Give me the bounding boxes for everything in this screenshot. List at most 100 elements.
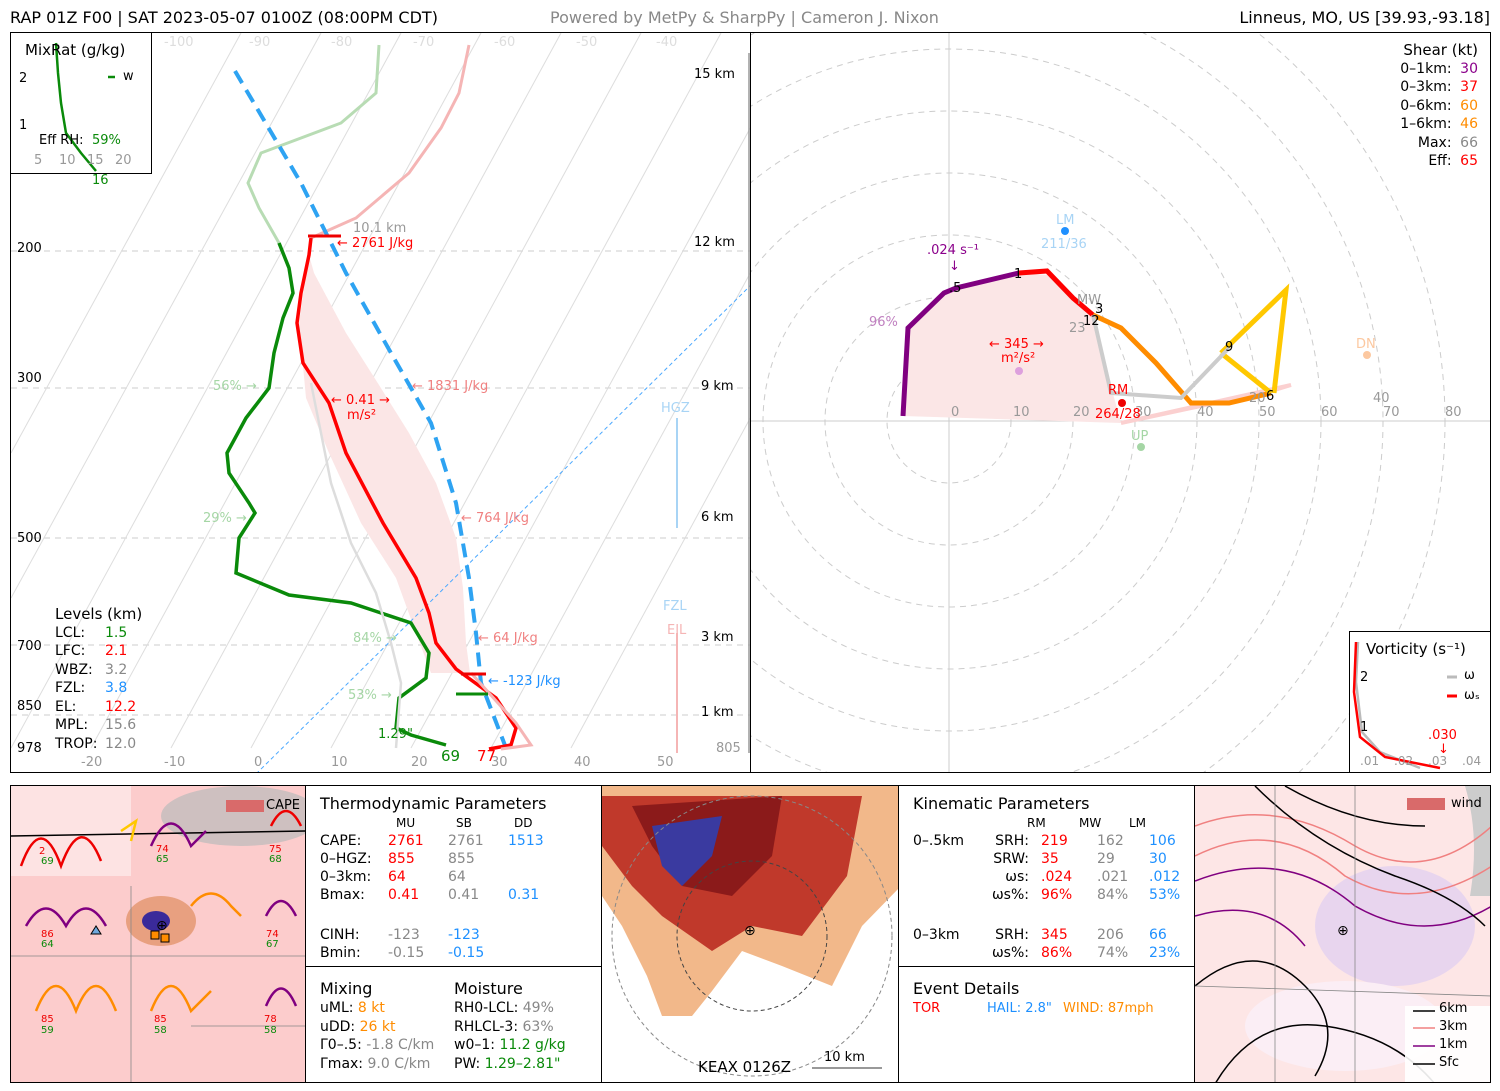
mixing-label: uDD: [320, 1018, 356, 1035]
mixing-line [257, 284, 751, 772]
thermo-sb: 0.41 [448, 887, 480, 903]
thermo-dd [508, 868, 550, 886]
hodo-xtick: 0 [951, 405, 960, 420]
cin-label: ← -123 J/kg [488, 674, 561, 689]
top-tick: -80 [331, 35, 353, 50]
hodograph-panel: 0 10 20 30 40 50 60 70 80 20 40 LM 211/3… [750, 32, 1491, 773]
kin-mw: 74% [1097, 945, 1129, 961]
level-name: TROP: [55, 735, 98, 752]
p-tick: 850 [17, 699, 42, 714]
mixrat-ytick: 1 [19, 118, 28, 133]
vort-ytick: 2 [1360, 670, 1369, 685]
height-mark: 12 [1083, 314, 1100, 329]
cape-map-panel: CAPE ⊕ 2 69 74 65 75 68 86 64 74 67 85 5… [10, 785, 306, 1083]
thermo-row-label: 0–3km: [320, 869, 372, 885]
level-name: EL: [55, 698, 77, 715]
vorticity-legend: ω [1464, 668, 1475, 683]
level-value: 1.5 [105, 624, 128, 641]
kin-label: ωs%: [991, 945, 1029, 961]
rh-300-label: 56% → [213, 379, 257, 394]
kin-rm: .024 [1041, 869, 1073, 885]
kin-mw: 29 [1097, 851, 1115, 867]
thermo-col-mu: MU [396, 816, 416, 830]
fzl-label: FZL [663, 599, 687, 614]
skewt-plot [11, 33, 751, 772]
vorticity-legend: ωₛ [1464, 688, 1480, 703]
wind-legend: wind [1451, 796, 1482, 811]
rh-850-label: 53% → [348, 688, 392, 703]
sfc-td-label: 69 [441, 747, 461, 765]
vort-ytick: 1 [1360, 720, 1369, 735]
vort-xtick: .02 [1394, 754, 1414, 768]
pw-label: 1.29" [378, 727, 413, 742]
thermo-dd: 0.31 [508, 887, 540, 903]
hodo-9-12km [1219, 283, 1290, 394]
radar-site-icon: ⊕ [744, 923, 756, 939]
temperature-upper [310, 44, 471, 240]
skewt-panel: 200 300 500 700 850 978 -20 -10 0 10 20 … [10, 32, 752, 773]
kin-rm: 219 [1041, 833, 1068, 849]
barb-temp: 2 [39, 846, 46, 857]
p-tick: 700 [17, 639, 42, 654]
thermo-table: CAPE: 2761 2761 1513 0–HGZ: 855 855 0–3km: 64 6… [320, 832, 550, 962]
shear-name: Eff: [1428, 153, 1452, 169]
wetbulb-trace [309, 382, 403, 749]
mixrat-xtick: 15 [87, 153, 104, 168]
mw-label: MW [1077, 293, 1102, 308]
mixrat-trace [54, 42, 97, 172]
top-tick: -70 [413, 35, 435, 50]
kin-label: SRW: [993, 851, 1029, 867]
event-tor: TOR [913, 1001, 941, 1016]
vort-arrow: ↓ [1438, 742, 1449, 757]
wind-line-label: 1km [1439, 1037, 1468, 1052]
mixrat-xtick: 5 [34, 153, 43, 168]
hodo-xtick: 10 [1013, 405, 1030, 420]
moisture-value: 11.2 g/kg [499, 1037, 566, 1053]
kin-group: 0–.5km [913, 833, 965, 849]
t-tick: 10 [331, 755, 348, 770]
hodo-1-3km [1018, 268, 1095, 317]
shear-name: Max: [1417, 134, 1452, 151]
p-tick: 500 [17, 531, 42, 546]
height-label: 3 km [701, 630, 734, 645]
location-marker-icon: ⊕ [156, 918, 168, 934]
parcel-trace [233, 69, 508, 749]
radar-label: KEAX 0126Z [698, 1058, 792, 1076]
barb-temp: 74 [156, 844, 169, 855]
mixing-list: uML: 8 kt uDD: 26 kt Γ0–.5: -1.8 C/km Γm… [320, 999, 434, 1073]
moisture-list: RH0-LCL: 49% RHLCL-3: 63% w0–1: 11.2 g/k… [454, 999, 566, 1073]
thermo-col-dd: DD [514, 816, 533, 830]
cape-top-label: ← 2761 J/kg [337, 236, 414, 251]
radar-scale: 10 km [824, 1050, 865, 1065]
mixrat-ytick: 2 [19, 71, 28, 86]
vort-xtick: .01 [1360, 754, 1380, 768]
event-wind: WIND: 87mph [1063, 1001, 1154, 1016]
top-tick: -60 [494, 35, 516, 50]
event-hail: HAIL: 2.8" [987, 1001, 1052, 1016]
srh-point [1015, 367, 1023, 375]
kin-rm: 345 [1041, 927, 1068, 943]
kin-col-mw: MW [1079, 816, 1102, 830]
level-value: 12.0 [105, 735, 137, 752]
thermo-panel: Thermodynamic Parameters MU SB DD CAPE: 2… [305, 785, 603, 968]
barb-temp: 75 [269, 844, 282, 855]
thermo-sb: -0.15 [448, 945, 485, 961]
wind-map-panel: ⊕ wind 6km 3km 1km Sfc [1194, 785, 1491, 1083]
kin-col-rm: RM [1027, 816, 1046, 830]
mixing-value: 8 kt [357, 1000, 385, 1016]
top-tick: -40 [656, 35, 678, 50]
moisture-label: w0–1: [454, 1037, 495, 1053]
thermo-sb: 2761 [448, 833, 484, 849]
radar-panel: ⊕ KEAX 0126Z 10 km [601, 785, 900, 1083]
event-title: Event Details [913, 979, 1020, 998]
mixing-value: 9.0 C/km [367, 1055, 431, 1072]
kin-rm: 35 [1041, 851, 1059, 867]
thermo-mu: -0.15 [388, 945, 425, 961]
vorticity-inset: Vorticity (s⁻¹) ω ωₛ 2 1 .030 ↓ .01 .02 … [1349, 631, 1490, 772]
kin-group [913, 944, 977, 962]
t-tick: 40 [574, 755, 591, 770]
kin-label: SRH: [995, 927, 1029, 943]
wind-line-label: Sfc [1439, 1055, 1459, 1070]
thermo-row-label: CAPE: [320, 833, 362, 849]
moisture-value: 1.29–2.81" [484, 1055, 561, 1072]
